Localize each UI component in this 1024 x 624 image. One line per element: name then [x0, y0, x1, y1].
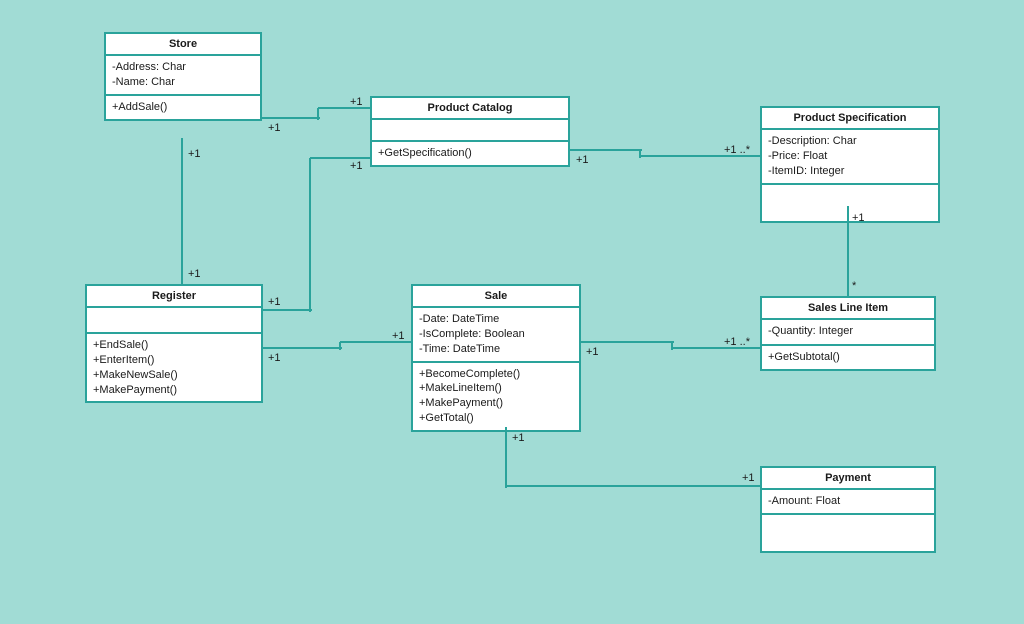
connector-store-register [181, 138, 183, 286]
class-store: Store -Address: Char-Name: Char +AddSale… [104, 32, 262, 121]
class-title: Store [106, 34, 260, 56]
multiplicity-label: * [852, 280, 856, 292]
class-title: Payment [762, 468, 934, 490]
connector-register-sale [263, 347, 342, 349]
class-title: Register [87, 286, 261, 308]
class-member: +AddSale() [112, 100, 254, 115]
class-member: -Address: Char [112, 60, 254, 75]
multiplicity-label: +1 [586, 346, 599, 358]
class-methods: +GetSpecification() [372, 142, 568, 165]
multiplicity-label: +1 [268, 296, 281, 308]
connector-catalog-spec [570, 149, 642, 151]
class-methods: +BecomeComplete()+MakeLineItem()+MakePay… [413, 363, 579, 430]
connector-spec-lineitem [847, 206, 849, 298]
multiplicity-label: +1 [268, 352, 281, 364]
class-member: -Name: Char [112, 75, 254, 90]
class-member: +MakePayment() [93, 383, 255, 398]
class-methods: +AddSale() [106, 96, 260, 119]
multiplicity-label: +1 [350, 160, 363, 172]
class-member: +MakeNewSale() [93, 368, 255, 383]
class-attributes [87, 308, 261, 334]
class-methods: +EndSale()+EnterItem()+MakeNewSale()+Mak… [87, 334, 261, 401]
multiplicity-label: +1 ..* [724, 336, 750, 348]
class-member: -Price: Float [768, 149, 932, 164]
connector-sale-payment [506, 485, 762, 487]
multiplicity-label: +1 ..* [724, 144, 750, 156]
multiplicity-label: +1 [392, 330, 405, 342]
multiplicity-label: +1 [188, 268, 201, 280]
class-methods [762, 185, 938, 221]
class-member: +GetSpecification() [378, 146, 562, 161]
class-member: +GetTotal() [419, 411, 573, 426]
connector-sale-lineitem [581, 341, 674, 343]
class-member: +MakePayment() [419, 396, 573, 411]
connector-store-catalog [318, 107, 372, 109]
connector-register-catalog-attr [310, 157, 372, 159]
class-attributes [372, 120, 568, 142]
class-product-specification: Product Specification -Description: Char… [760, 106, 940, 223]
class-member: -Quantity: Integer [768, 324, 928, 339]
class-member: -ItemID: Integer [768, 164, 932, 179]
connector-store-catalog [262, 117, 320, 119]
class-member: -IsComplete: Boolean [419, 327, 573, 342]
class-sales-line-item: Sales Line Item -Quantity: Integer +GetS… [760, 296, 936, 371]
class-member: +GetSubtotal() [768, 350, 928, 365]
connector-register-catalog-attr [309, 158, 311, 312]
class-sale: Sale -Date: DateTime-IsComplete: Boolean… [411, 284, 581, 432]
class-attributes: -Amount: Float [762, 490, 934, 515]
class-member: +EndSale() [93, 338, 255, 353]
class-member: +MakeLineItem() [419, 381, 573, 396]
class-payment: Payment -Amount: Float [760, 466, 936, 553]
class-title: Product Catalog [372, 98, 568, 120]
class-attributes: -Date: DateTime-IsComplete: Boolean-Time… [413, 308, 579, 363]
multiplicity-label: +1 [268, 122, 281, 134]
connector-sale-payment [505, 427, 507, 488]
multiplicity-label: +1 [512, 432, 525, 444]
multiplicity-label: +1 [852, 212, 865, 224]
class-register: Register +EndSale()+EnterItem()+MakeNewS… [85, 284, 263, 403]
class-member: +BecomeComplete() [419, 367, 573, 382]
class-member: -Amount: Float [768, 494, 928, 509]
class-title: Product Specification [762, 108, 938, 130]
multiplicity-label: +1 [576, 154, 589, 166]
class-member: +EnterItem() [93, 353, 255, 368]
class-methods: +GetSubtotal() [762, 346, 934, 369]
connector-register-catalog-attr [263, 309, 312, 311]
class-member: -Time: DateTime [419, 342, 573, 357]
class-attributes: -Description: Char-Price: Float-ItemID: … [762, 130, 938, 185]
multiplicity-label: +1 [742, 472, 755, 484]
class-member: -Description: Char [768, 134, 932, 149]
class-product-catalog: Product Catalog +GetSpecification() [370, 96, 570, 167]
class-attributes: -Quantity: Integer [762, 320, 934, 346]
multiplicity-label: +1 [188, 148, 201, 160]
multiplicity-label: +1 [350, 96, 363, 108]
class-member: -Date: DateTime [419, 312, 573, 327]
connector-store-catalog [317, 108, 319, 120]
class-title: Sales Line Item [762, 298, 934, 320]
class-title: Sale [413, 286, 579, 308]
class-methods [762, 515, 934, 551]
class-attributes: -Address: Char-Name: Char [106, 56, 260, 96]
connector-register-sale [339, 342, 341, 350]
